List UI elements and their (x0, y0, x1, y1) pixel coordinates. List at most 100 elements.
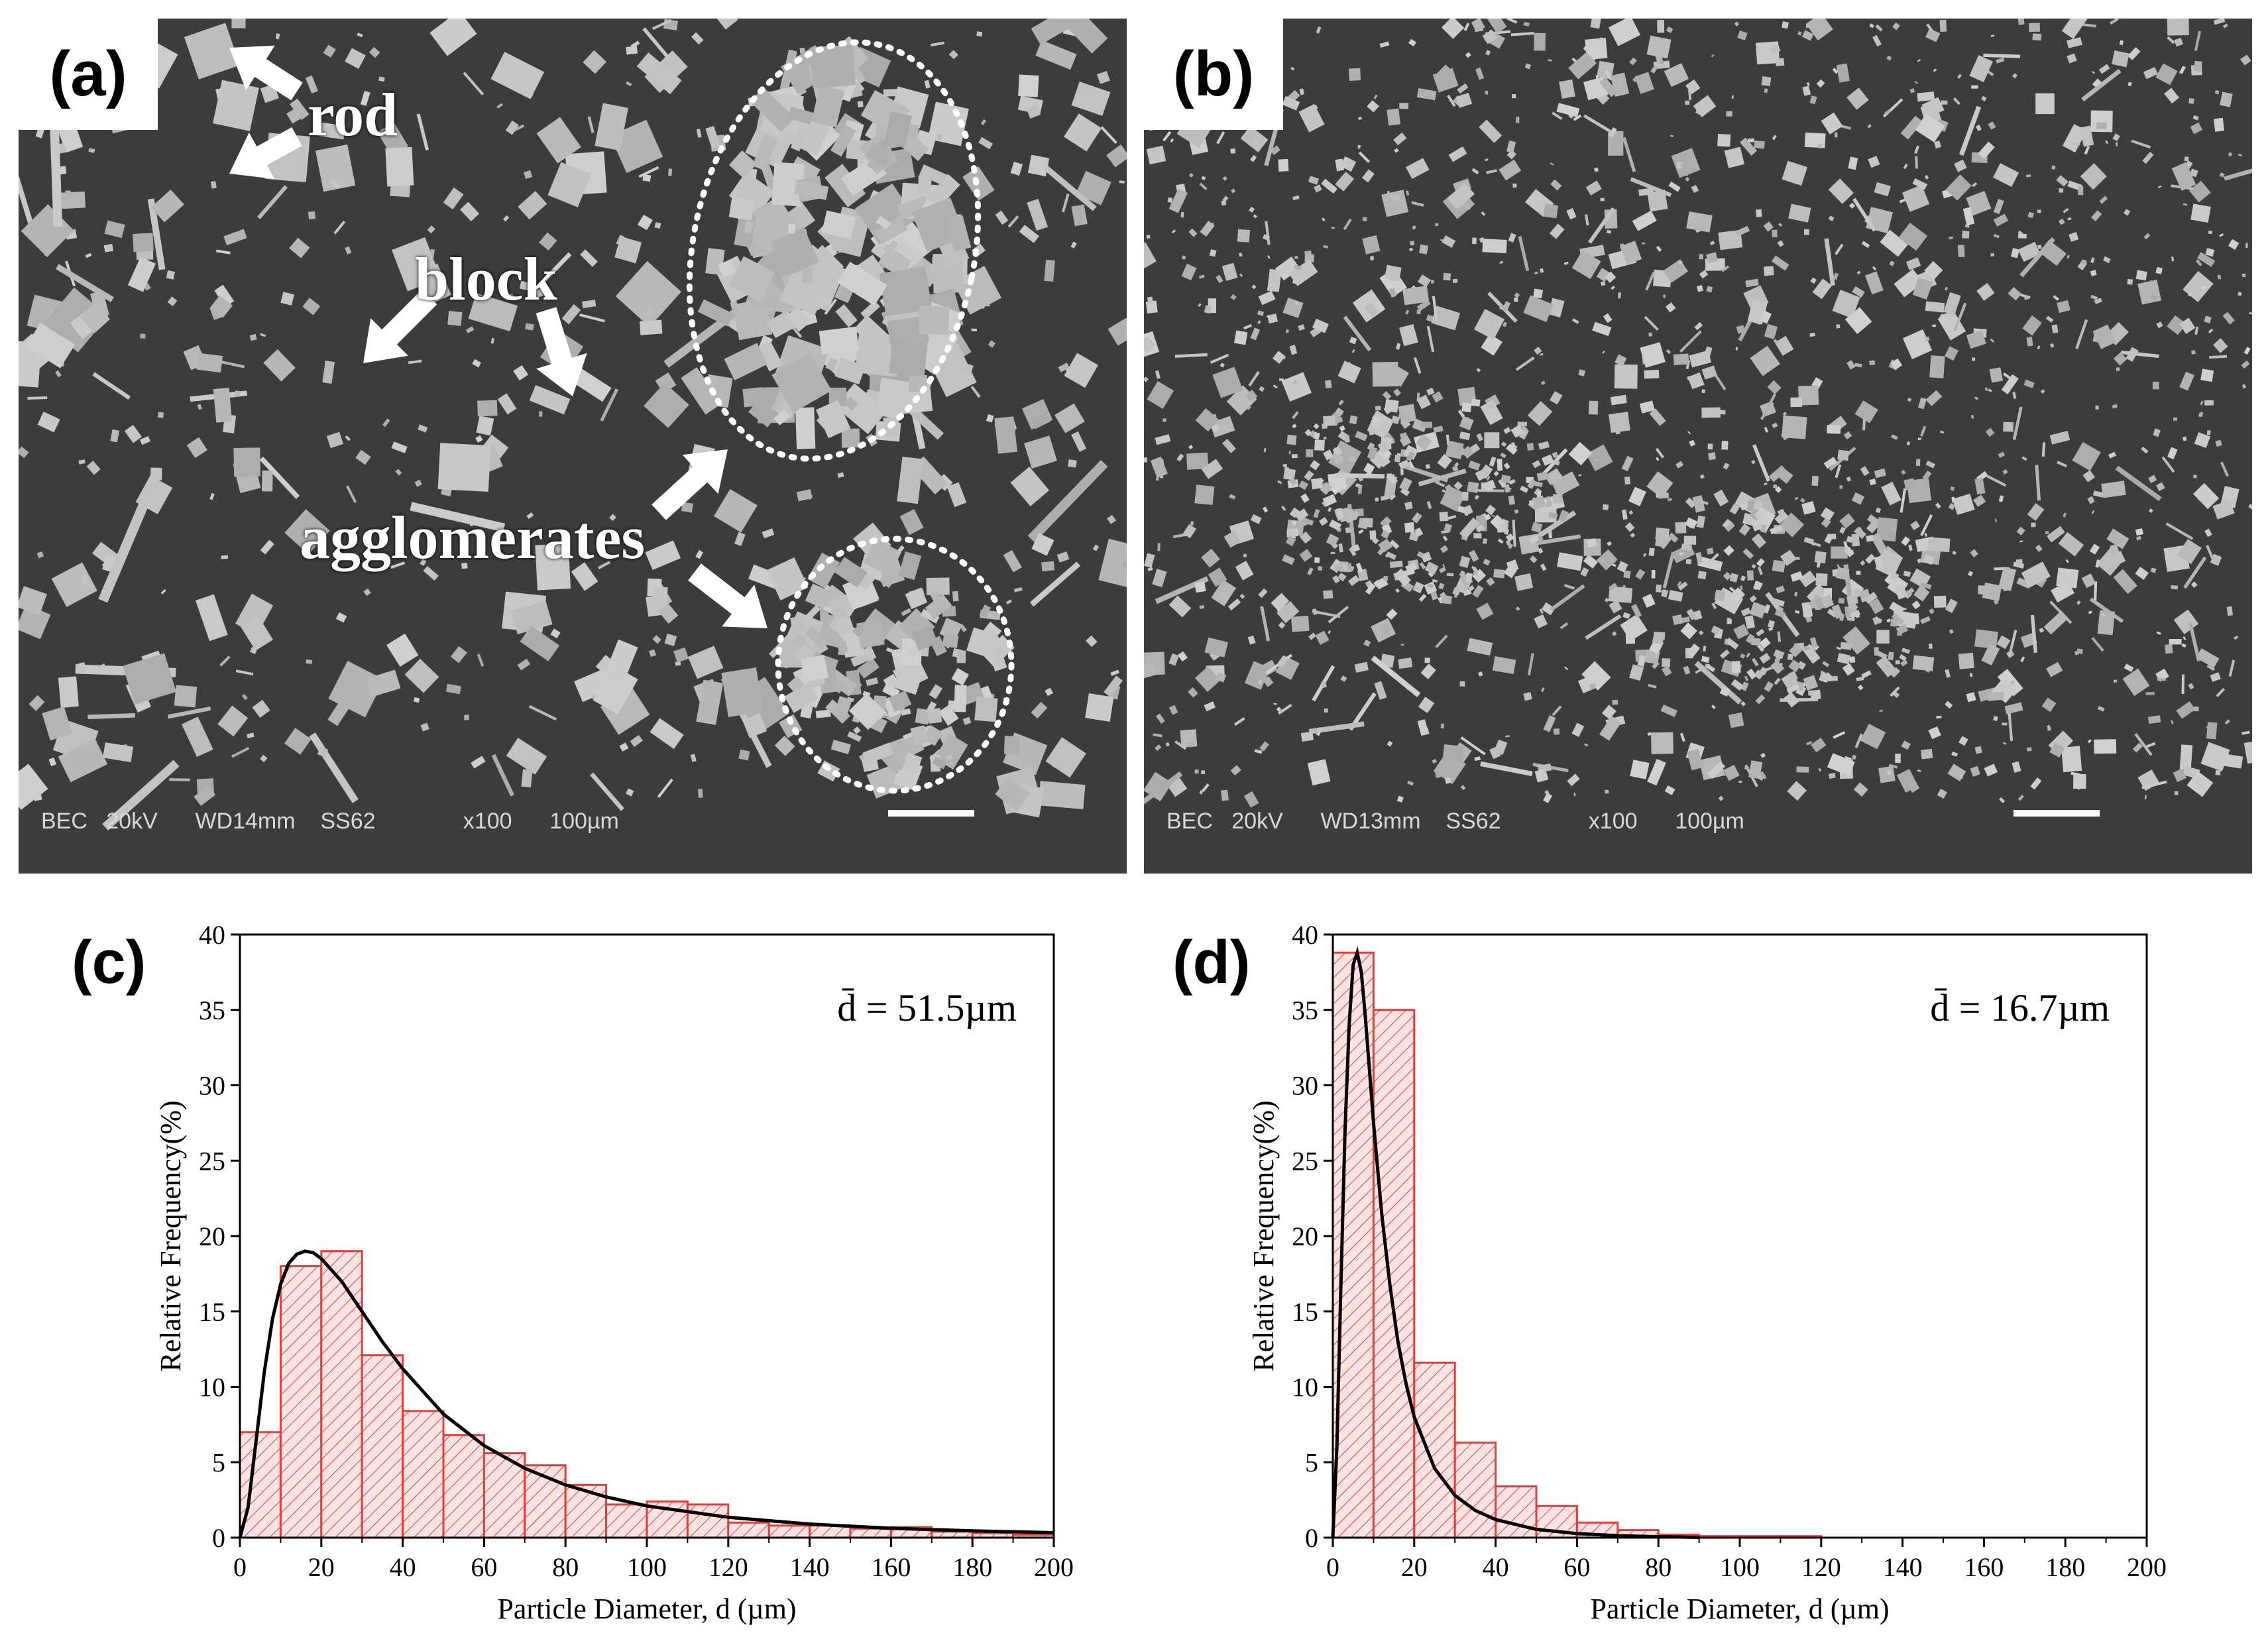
block-particle (1843, 626, 1870, 655)
rod-particle (1447, 94, 1456, 107)
block-particle (1612, 699, 1618, 705)
block-particle (2192, 483, 2220, 510)
block-particle (1630, 532, 1636, 538)
block-particle (1417, 514, 1422, 519)
block-particle (1831, 604, 1844, 620)
histogram-d: 0 20 40 60 80 100 120 140 160 180 2000510152025303… (1247, 920, 2167, 1625)
block-particle (1227, 598, 1241, 610)
block-particle (249, 333, 257, 341)
block-particle (1201, 770, 1206, 775)
block-particle (876, 215, 891, 230)
block-particle (1320, 482, 1333, 495)
block-particle (2143, 233, 2151, 240)
block-particle (2122, 668, 2150, 697)
block-particle (1770, 44, 1781, 54)
block-particle (1805, 23, 1811, 28)
block-particle (1374, 681, 1387, 700)
block-particle (1584, 743, 1589, 747)
rod-particle (1824, 238, 1835, 286)
block-particle (784, 682, 819, 713)
block-particle (2002, 742, 2007, 745)
block-particle (209, 295, 233, 318)
block-particle (1986, 70, 1994, 77)
block-particle (863, 538, 902, 577)
rod-particle (1210, 353, 1229, 364)
block-particle (1338, 400, 1344, 406)
block-particle (1957, 245, 1965, 258)
block-particle (1838, 598, 1845, 604)
block-particle (1879, 709, 1884, 712)
block-particle (1566, 207, 1577, 220)
block-particle (1459, 517, 1480, 540)
block-particle (1336, 508, 1343, 520)
block-particle (1900, 115, 1923, 140)
block-particle (186, 437, 207, 459)
block-particle (1418, 594, 1427, 602)
block-particle (1990, 338, 1995, 343)
rod-particle (2131, 139, 2151, 149)
block-particle (1267, 268, 1282, 292)
block-particle (1532, 459, 1541, 469)
rod-particle (657, 778, 673, 799)
block-particle (103, 243, 114, 253)
rod-particle (1953, 97, 1960, 105)
block-particle (648, 649, 656, 657)
block-particle (750, 87, 795, 133)
block-particle (1823, 457, 1838, 469)
block-particle (1520, 485, 1529, 493)
block-particle (2222, 342, 2226, 346)
x-tick-label: 180 (952, 1552, 992, 1582)
rod-particle (346, 485, 357, 503)
block-particle (417, 263, 452, 304)
block-particle (1827, 425, 1841, 434)
block-particle (1258, 679, 1263, 685)
block-particle (1515, 606, 1520, 611)
block-particle (1881, 481, 1901, 506)
block-particle (2046, 246, 2059, 260)
block-particle (2228, 152, 2232, 157)
block-particle (1471, 19, 1485, 32)
block-particle (1861, 670, 1872, 679)
block-particle (369, 46, 380, 58)
block-particle (184, 23, 241, 80)
block-particle (1373, 416, 1380, 422)
annotation-agglomerates: agglomerates (300, 504, 646, 571)
block-particle (1362, 235, 1381, 255)
block-particle (2152, 381, 2159, 390)
block-particle (1658, 492, 1669, 499)
block-particle (1201, 459, 1223, 479)
rod-particle (2008, 630, 2017, 657)
rod-particle (2206, 545, 2214, 559)
block-particle (2214, 90, 2220, 95)
block-particle (423, 565, 439, 581)
block-particle (1586, 538, 1597, 548)
block-particle (1929, 355, 1945, 378)
block-particle (1548, 469, 1563, 484)
block-particle (1666, 26, 1673, 34)
block-particle (2045, 531, 2049, 535)
rod-particle (1552, 705, 1562, 716)
block-particle (1888, 652, 1894, 661)
block-particle (1399, 323, 1418, 347)
block-particle (263, 349, 296, 382)
block-particle (1534, 768, 1549, 783)
block-particle (322, 361, 335, 384)
block-particle (1701, 655, 1710, 663)
block-particle (979, 604, 991, 618)
block-particle (1667, 498, 1672, 502)
rod-particle (2144, 742, 2156, 749)
block-particle (1222, 439, 1236, 453)
block-particle (1396, 343, 1401, 350)
block-particle (1273, 703, 1277, 705)
sem-particles-a (19, 19, 1127, 831)
block-particle (1041, 561, 1055, 571)
block-particle (1505, 533, 1514, 542)
block-particle (1706, 286, 1713, 293)
block-particle (1528, 534, 1540, 544)
block-particle (1146, 145, 1166, 165)
block-particle (1843, 431, 1852, 440)
rod-particle (87, 713, 135, 720)
block-particle (1605, 271, 1616, 283)
block-particle (1299, 88, 1305, 95)
block-particle (36, 551, 44, 559)
